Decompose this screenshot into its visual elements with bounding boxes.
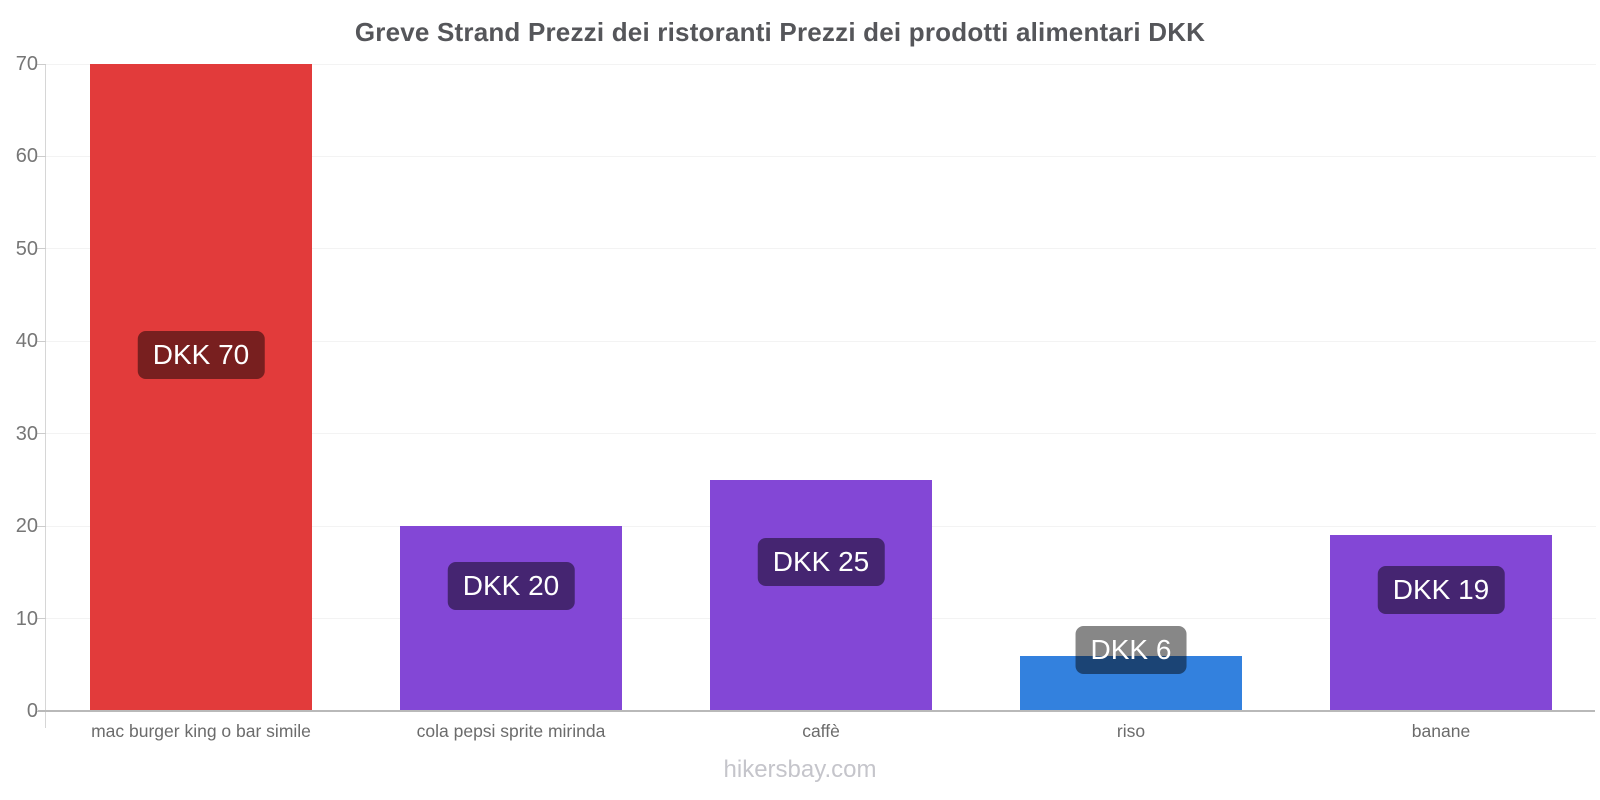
gridline-50 bbox=[46, 248, 1596, 250]
gridline-40 bbox=[46, 340, 1596, 342]
gridline-70 bbox=[46, 63, 1596, 65]
gridline-30 bbox=[46, 433, 1596, 435]
y-tick-label-70: 70 bbox=[15, 53, 38, 75]
y-tick-40 bbox=[37, 340, 46, 342]
x-axis-line bbox=[38, 710, 1595, 712]
y-tick-label-20: 20 bbox=[15, 515, 38, 538]
y-tick-30 bbox=[37, 433, 46, 435]
y-tick-label-40: 40 bbox=[15, 330, 38, 353]
plot-area: 0 10 20 30 40 50 60 70 DKK 70 mac burger king o b… bbox=[16, 53, 1596, 741]
footer-watermark-link[interactable]: hikersbay.com bbox=[723, 756, 877, 783]
bar-2[interactable]: DKK 20 bbox=[400, 526, 622, 711]
bar-value-badge-1: DKK 70 bbox=[137, 330, 265, 379]
y-tick-70 bbox=[37, 63, 46, 65]
x-axis-label-1: mac burger king o bar simile bbox=[91, 721, 311, 741]
y-tick-label-10: 10 bbox=[15, 607, 38, 630]
x-axis-label-4: riso bbox=[1116, 721, 1146, 741]
y-tick-10 bbox=[37, 618, 46, 620]
y-tick-20 bbox=[37, 525, 46, 527]
bar-value-badge-3: DKK 25 bbox=[757, 538, 885, 587]
y-tick-label-50: 50 bbox=[15, 237, 38, 260]
y-tick-50 bbox=[37, 248, 46, 250]
x-axis-label-2: cola pepsi sprite mirinda bbox=[416, 721, 606, 741]
bar-value-badge-2: DKK 20 bbox=[447, 561, 575, 610]
bar-3[interactable]: DKK 25 bbox=[710, 479, 932, 711]
bar-4[interactable]: DKK 6 bbox=[1020, 626, 1242, 711]
bar-value-badge-4: DKK 6 bbox=[1075, 626, 1187, 675]
x-axis-label-3: caffè bbox=[802, 721, 840, 741]
y-tick-60 bbox=[37, 155, 46, 157]
y-axis-line bbox=[45, 64, 46, 728]
gridline-60 bbox=[46, 155, 1596, 157]
bar-5[interactable]: DKK 19 bbox=[1330, 535, 1552, 711]
y-tick-label-30: 30 bbox=[15, 422, 38, 445]
bar-value-badge-5: DKK 19 bbox=[1377, 566, 1505, 615]
bar-1[interactable]: DKK 70 bbox=[90, 64, 312, 711]
y-tick-label-60: 60 bbox=[15, 145, 38, 168]
x-axis-label-5: banane bbox=[1411, 721, 1471, 741]
chart-title: Greve Strand Prezzi dei ristoranti Prezz… bbox=[354, 17, 1206, 47]
y-tick-label-0: 0 bbox=[26, 700, 38, 722]
